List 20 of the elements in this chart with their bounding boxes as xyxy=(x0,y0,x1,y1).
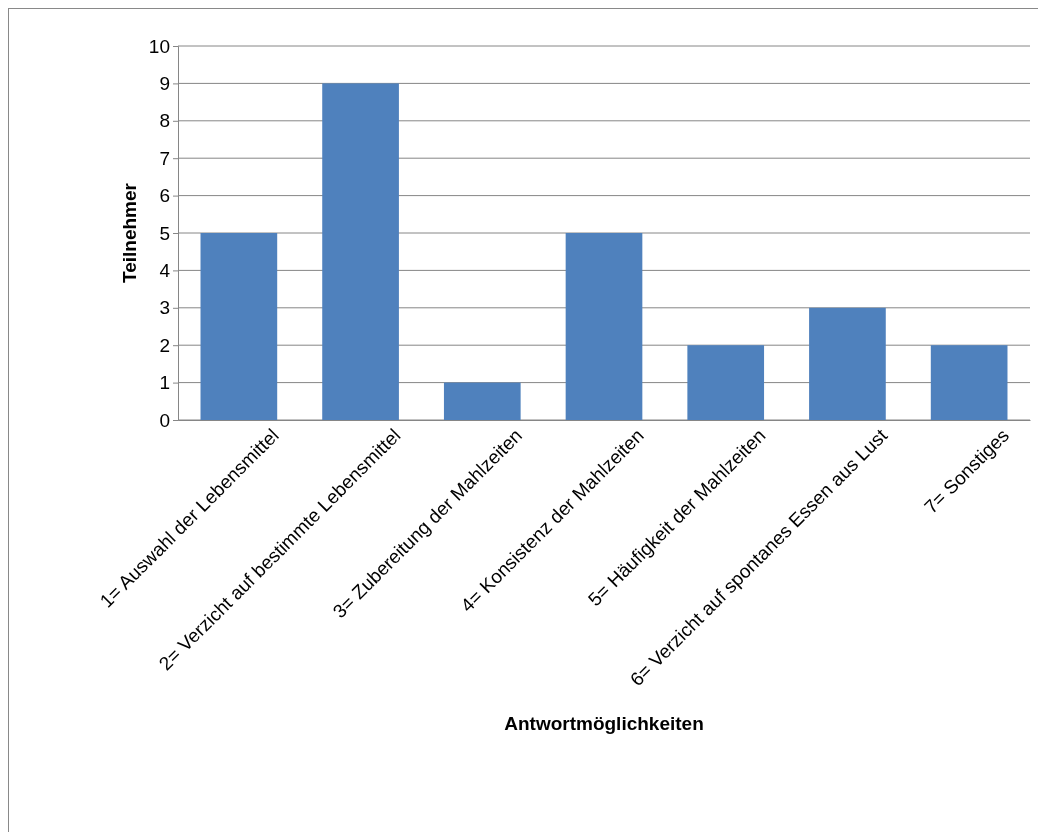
y-axis-title: Teilnehmer xyxy=(119,182,140,283)
y-tick-label: 2 xyxy=(159,334,170,356)
y-tick-label: 0 xyxy=(159,409,170,431)
bar xyxy=(809,307,886,420)
bar xyxy=(565,233,643,420)
y-tick-label: 8 xyxy=(159,110,170,132)
y-tick-label: 9 xyxy=(159,72,170,94)
y-tick-label: 3 xyxy=(159,297,170,319)
y-tick-label: 1 xyxy=(159,372,170,394)
bar xyxy=(930,345,1008,420)
bar xyxy=(443,382,521,420)
x-axis-title: Antwortmöglichkeiten xyxy=(504,713,704,735)
bar xyxy=(687,345,765,420)
bar xyxy=(322,83,399,420)
y-tick-label: 7 xyxy=(159,147,170,169)
y-tick-label: 4 xyxy=(159,259,171,281)
y-tick-label: 5 xyxy=(159,222,170,244)
y-tick-label: 10 xyxy=(148,35,170,57)
bar xyxy=(200,233,278,420)
y-tick-label: 6 xyxy=(159,185,170,207)
